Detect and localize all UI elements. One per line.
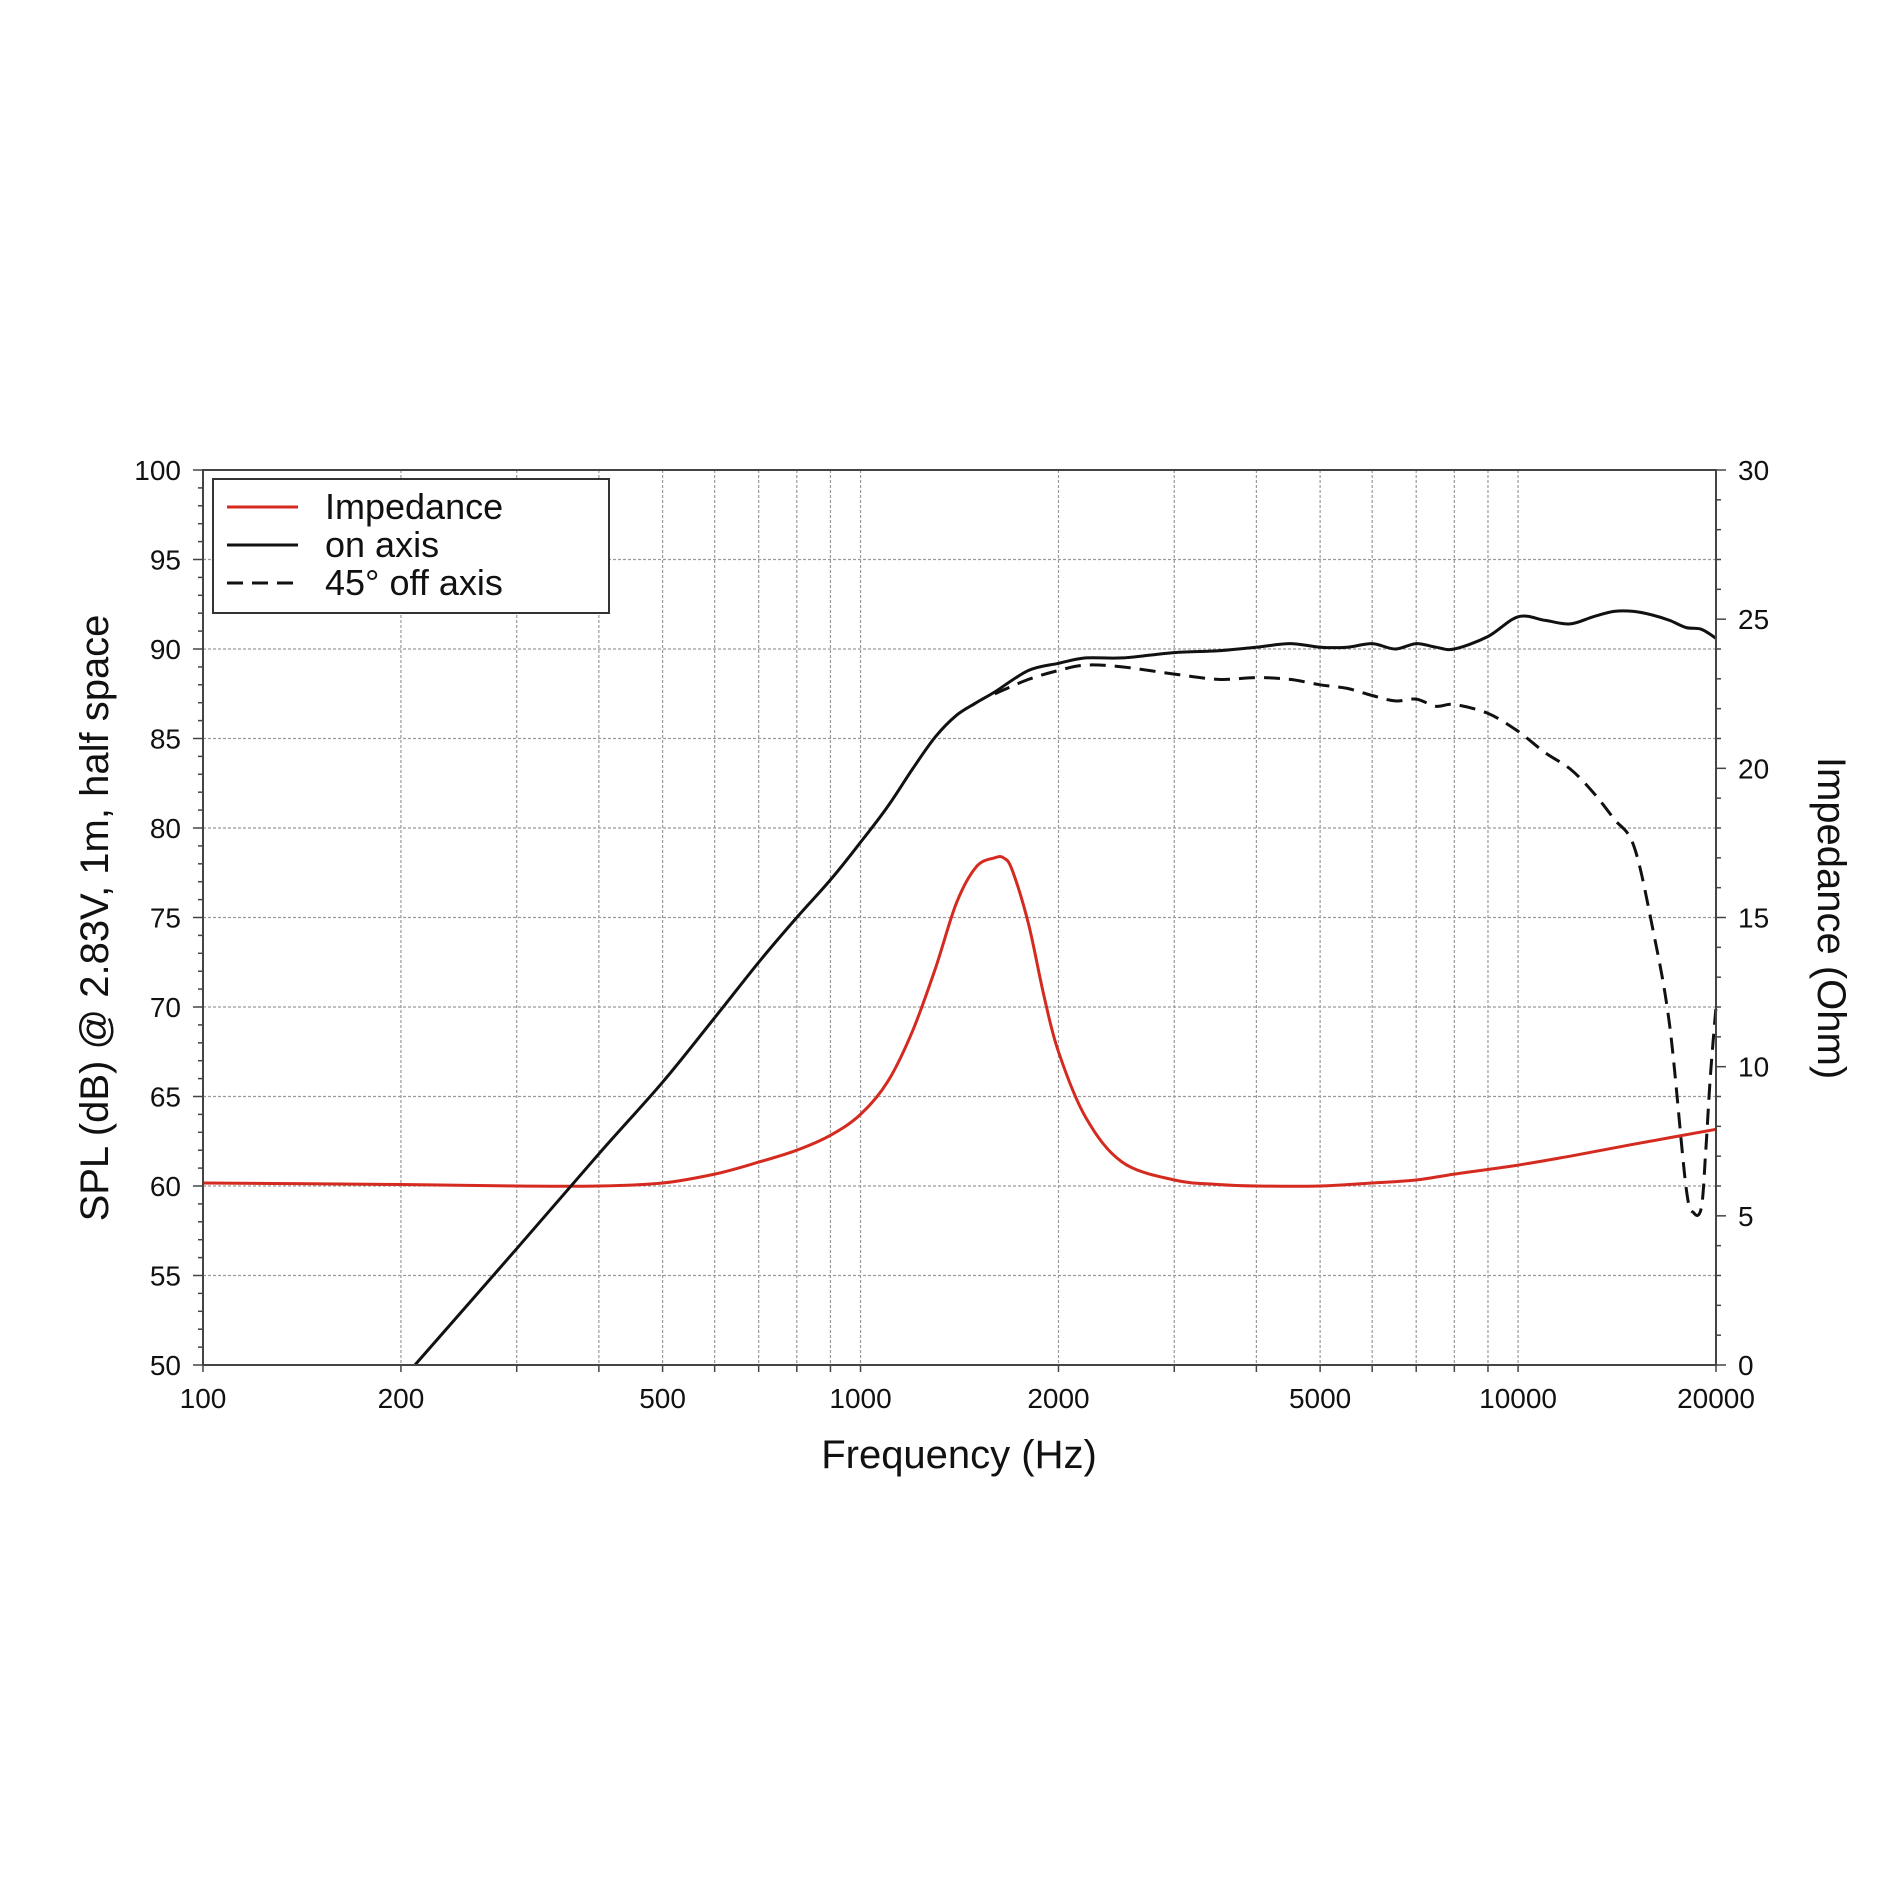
series-line-impedance	[202, 854, 1717, 1188]
y-left-tick-label: 80	[150, 813, 181, 844]
x-tick-label: 2000	[1027, 1383, 1089, 1414]
y-left-tick-label: 60	[150, 1171, 181, 1202]
series-lines	[202, 609, 1718, 1366]
y-right-tick-label: 10	[1738, 1052, 1769, 1083]
x-axis-title: Frequency (Hz)	[821, 1433, 1097, 1477]
x-tick-label: 5000	[1289, 1383, 1351, 1414]
y-left-tick-label: 85	[150, 724, 181, 755]
y-axis-right-title: Impedance (Ohm)	[1809, 757, 1853, 1079]
x-tick-label: 500	[639, 1383, 686, 1414]
tick-labels: 100 200 500 1000 2000 5000 10000 20000505560657…	[134, 455, 1769, 1414]
y-left-tick-label: 100	[134, 455, 181, 486]
series-line-45-off-axis	[994, 663, 1718, 1217]
y-left-tick-label: 75	[150, 903, 181, 934]
x-tick-label: 20000	[1677, 1383, 1755, 1414]
x-tick-label: 1000	[829, 1383, 891, 1414]
y-left-tick-label: 55	[150, 1261, 181, 1292]
grid	[203, 470, 1716, 1365]
y-left-tick-label: 70	[150, 992, 181, 1023]
y-right-tick-label: 5	[1738, 1201, 1754, 1232]
y-right-tick-label: 30	[1738, 455, 1769, 486]
y-left-tick-label: 65	[150, 1082, 181, 1113]
plot-frame	[202, 469, 1717, 1366]
x-tick-label: 100	[180, 1383, 227, 1414]
x-tick-label: 200	[378, 1383, 425, 1414]
y-right-tick-label: 25	[1738, 604, 1769, 635]
legend-label: on axis	[325, 524, 439, 565]
y-left-tick-label: 95	[150, 545, 181, 576]
y-right-tick-label: 20	[1738, 753, 1769, 784]
y-axis-left-title: SPL (dB) @ 2.83V, 1m, half space	[73, 615, 117, 1222]
legend-label: Impedance	[325, 486, 503, 527]
x-tick-label: 10000	[1479, 1383, 1557, 1414]
legend-label: 45° off axis	[325, 562, 503, 603]
series-line-on-axis	[413, 609, 1717, 1366]
y-left-tick-label: 90	[150, 634, 181, 665]
y-right-tick-label: 0	[1738, 1350, 1754, 1381]
y-left-tick-label: 50	[150, 1350, 181, 1381]
y-right-tick-label: 15	[1738, 903, 1769, 934]
